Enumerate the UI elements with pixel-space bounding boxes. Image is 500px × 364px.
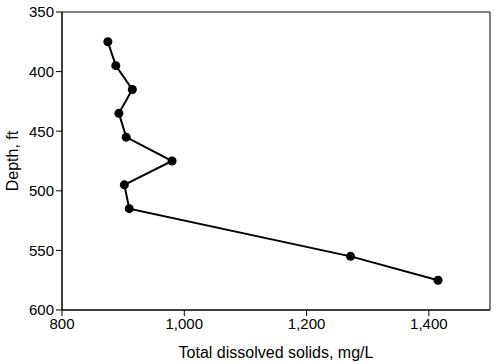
svg-text:600: 600 bbox=[29, 301, 54, 318]
svg-text:1,200: 1,200 bbox=[288, 315, 326, 332]
svg-text:Depth, ft: Depth, ft bbox=[8, 130, 21, 191]
svg-text:500: 500 bbox=[29, 182, 54, 199]
svg-text:1,000: 1,000 bbox=[166, 315, 204, 332]
svg-text:450: 450 bbox=[29, 123, 54, 140]
svg-text:350: 350 bbox=[29, 3, 54, 20]
svg-text:Total dissolved solids, mg/L: Total dissolved solids, mg/L bbox=[179, 344, 374, 361]
svg-text:1,400: 1,400 bbox=[410, 315, 448, 332]
svg-text:550: 550 bbox=[29, 242, 54, 259]
svg-text:400: 400 bbox=[29, 63, 54, 80]
svg-text:800: 800 bbox=[49, 314, 75, 332]
